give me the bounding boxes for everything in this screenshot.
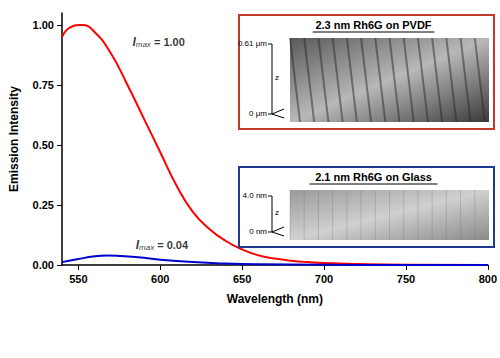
- svg-text:max: max: [139, 243, 155, 252]
- svg-text:550: 550: [69, 273, 87, 285]
- svg-text:I: I: [135, 237, 139, 252]
- svg-text:1.00: 1.00: [33, 19, 54, 31]
- svg-text:0.50: 0.50: [33, 139, 54, 151]
- svg-text:2.1 nm Rh6G on Glass: 2.1 nm Rh6G on Glass: [315, 171, 432, 183]
- svg-text:0.25: 0.25: [33, 199, 54, 211]
- svg-text:800: 800: [479, 273, 497, 285]
- svg-text:0 nm: 0 nm: [249, 227, 267, 236]
- svg-text:2.3 nm Rh6G on PVDF: 2.3 nm Rh6G on PVDF: [315, 19, 431, 31]
- svg-text:0.61 μm: 0.61 μm: [238, 39, 267, 48]
- svg-text:= 0.04: = 0.04: [154, 239, 189, 251]
- svg-text:4.0 nm: 4.0 nm: [243, 191, 268, 200]
- svg-text:0.00: 0.00: [33, 259, 54, 271]
- svg-text:I: I: [132, 34, 136, 49]
- svg-text:0 μm: 0 μm: [249, 109, 267, 118]
- svg-text:650: 650: [233, 273, 251, 285]
- svg-text:z: z: [275, 73, 279, 82]
- svg-text:= 1.00: = 1.00: [151, 36, 185, 48]
- svg-text:max: max: [136, 40, 152, 49]
- svg-text:Emission Intensity: Emission Intensity: [7, 86, 21, 192]
- svg-text:z: z: [275, 208, 279, 217]
- svg-text:600: 600: [151, 273, 169, 285]
- svg-text:750: 750: [397, 273, 415, 285]
- svg-text:700: 700: [315, 273, 333, 285]
- svg-text:0.75: 0.75: [33, 79, 54, 91]
- svg-text:Wavelength (nm): Wavelength (nm): [227, 292, 323, 306]
